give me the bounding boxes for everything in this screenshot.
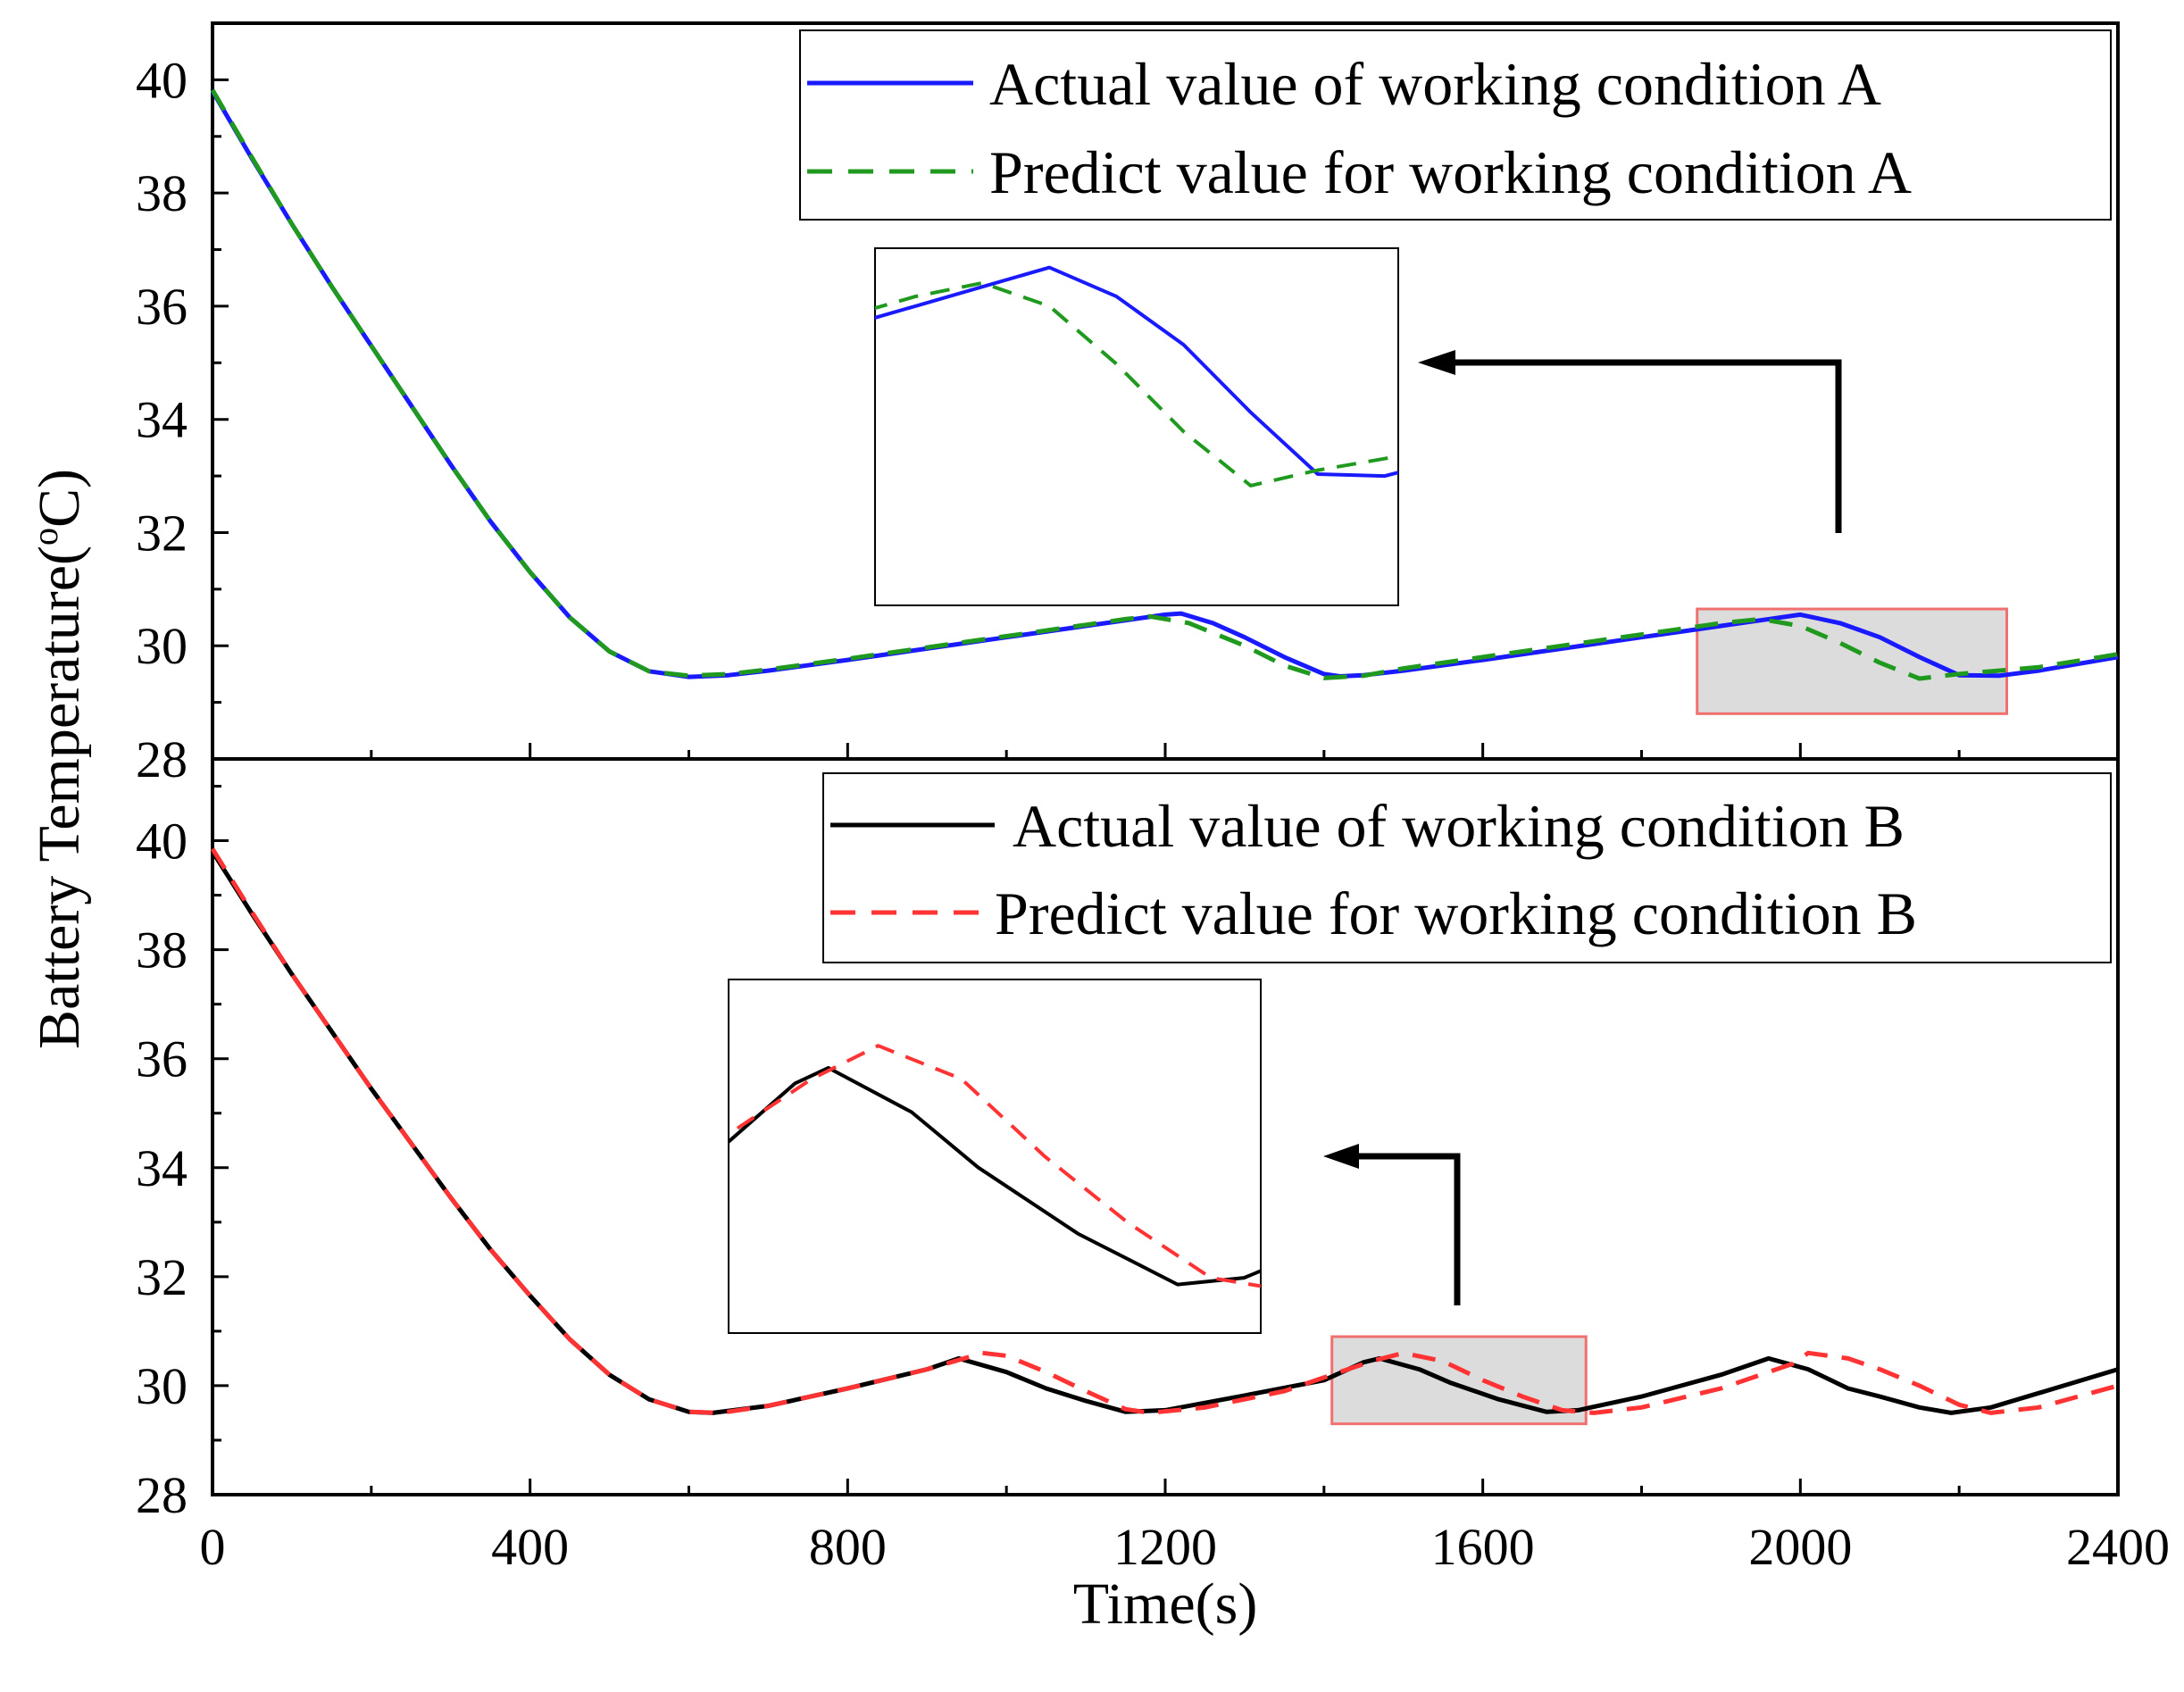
panel-a-ytick-label: 40: [136, 51, 188, 109]
legend-b-predict-label: Predict value for working condition B: [995, 879, 1917, 947]
panel-a-inset-actual-line: [875, 265, 1398, 479]
panel-b-zoom-region: [1330, 1335, 1588, 1426]
panel-b-ytick-label: 34: [136, 1139, 188, 1197]
y-axis-label: Battery Temperature(oC): [25, 469, 92, 1049]
panel-a-ytick-label: 32: [136, 504, 188, 562]
panel-a-ytick-label: 38: [136, 164, 188, 222]
xtick-label: 0: [200, 1518, 226, 1576]
x-axis-label: Time(s): [1073, 1571, 1258, 1637]
panel-b-ytick-label: 38: [136, 921, 188, 979]
legend-a-predict-label: Predict value for working condition A: [989, 138, 1912, 206]
panel-b: 28 30 32 34 36 38 40 Actual value of working c…: [136, 757, 2120, 1524]
panel-a-inset-plot: [875, 265, 1398, 488]
panel-a-inset-frame: [874, 247, 1399, 606]
xtick-label: 400: [491, 1518, 569, 1576]
xtick-label: 2400: [2066, 1518, 2170, 1576]
xtick-label: 2000: [1748, 1518, 1852, 1576]
panel-a-legend: Actual value of working condition A Pred…: [799, 29, 2112, 221]
panel-b-ytick-label: 36: [136, 1030, 188, 1088]
panel-b-legend: Actual value of working condition B Pred…: [822, 772, 2112, 963]
panel-a: 28 30 32 34 36 38 40 Actual value of working c…: [136, 21, 2120, 788]
panel-b-inset-frame: [728, 979, 1262, 1334]
xtick-label: 1600: [1431, 1518, 1535, 1576]
legend-b-actual-label: Actual value of working condition B: [1013, 792, 1905, 860]
panel-b-ytick-label: 30: [136, 1357, 188, 1415]
xtick-label: 1200: [1113, 1518, 1217, 1576]
panel-b-ytick-label: 28: [136, 1466, 188, 1524]
panel-b-series-predict-line: [210, 847, 2119, 1415]
panel-b-zoom-arrow: [1323, 1144, 1461, 1305]
panel-a-zoom-arrow: [1418, 350, 1842, 533]
panel-b-ytick-label: 32: [136, 1248, 188, 1306]
xtick-label: 800: [809, 1518, 887, 1576]
panel-b-ytick-label: 40: [136, 813, 188, 871]
panel-a-ytick-label: 28: [136, 730, 188, 788]
panel-a-series-predict-line: [210, 88, 2119, 681]
panel-a-ytick-label: 34: [136, 391, 188, 449]
panel-a-inset-predict-line: [875, 280, 1398, 488]
panel-a-ytick-label: 30: [136, 617, 188, 675]
panel-a-ytick-label: 36: [136, 278, 188, 336]
legend-a-actual-label: Actual value of working condition A: [989, 50, 1881, 118]
